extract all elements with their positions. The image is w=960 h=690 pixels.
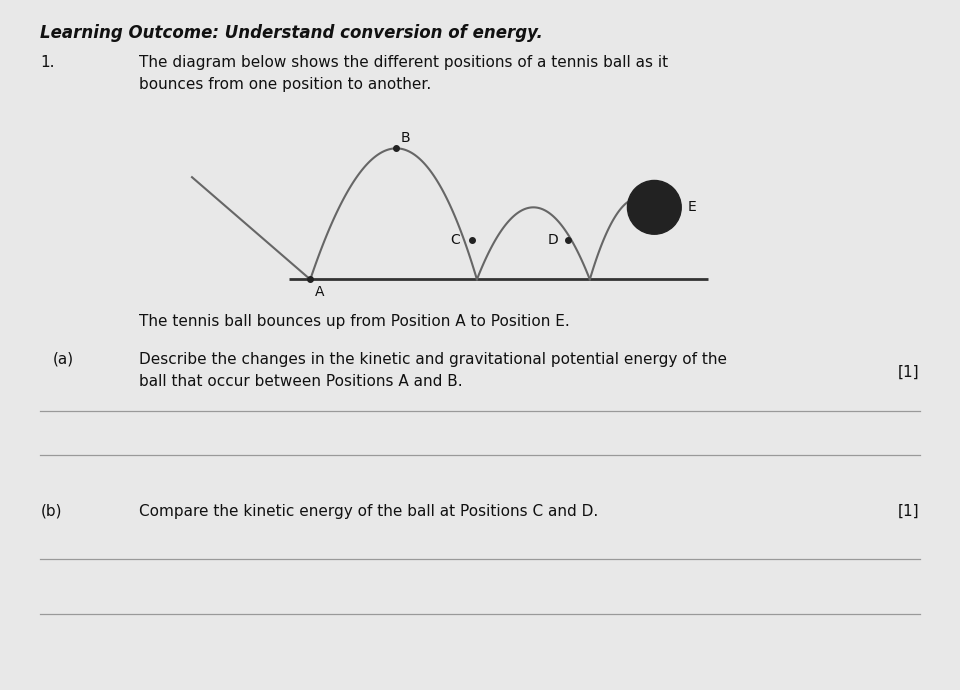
- Text: (a): (a): [53, 352, 74, 367]
- Text: D: D: [547, 233, 558, 247]
- Ellipse shape: [628, 181, 682, 234]
- Text: The tennis ball bounces up from Position A to Position E.: The tennis ball bounces up from Position…: [139, 314, 570, 329]
- Text: Learning Outcome: Understand conversion of energy.: Learning Outcome: Understand conversion …: [40, 24, 543, 42]
- Text: 1.: 1.: [40, 55, 55, 70]
- Text: E: E: [688, 200, 697, 215]
- Text: [1]: [1]: [898, 504, 920, 519]
- Text: Compare the kinetic energy of the ball at Positions C and D.: Compare the kinetic energy of the ball a…: [139, 504, 598, 519]
- Text: [1]: [1]: [898, 364, 920, 380]
- Text: A: A: [315, 285, 324, 299]
- Text: B: B: [401, 131, 411, 145]
- Text: The diagram below shows the different positions of a tennis ball as it
bounces f: The diagram below shows the different po…: [139, 55, 668, 92]
- Text: Describe the changes in the kinetic and gravitational potential energy of the
ba: Describe the changes in the kinetic and …: [139, 352, 728, 389]
- Text: (b): (b): [40, 504, 61, 519]
- Text: C: C: [450, 233, 460, 247]
